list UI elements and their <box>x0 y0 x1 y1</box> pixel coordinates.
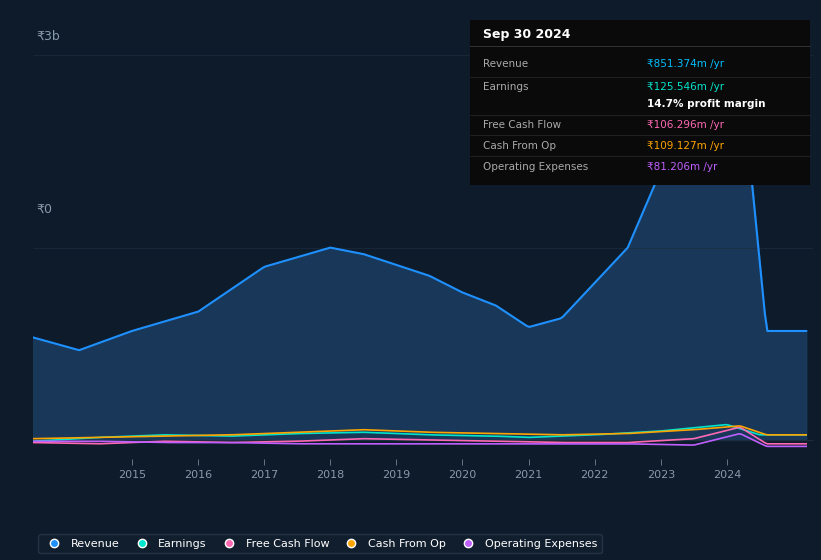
Text: 14.7% profit margin: 14.7% profit margin <box>647 99 765 109</box>
Text: ₹851.374m /yr: ₹851.374m /yr <box>647 59 724 69</box>
Text: ₹3b: ₹3b <box>37 30 61 43</box>
Text: Earnings: Earnings <box>484 82 529 91</box>
Text: ₹0: ₹0 <box>37 203 53 216</box>
Text: Cash From Op: Cash From Op <box>484 141 557 151</box>
Text: ₹125.546m /yr: ₹125.546m /yr <box>647 82 724 91</box>
Text: ₹109.127m /yr: ₹109.127m /yr <box>647 141 724 151</box>
Text: ₹81.206m /yr: ₹81.206m /yr <box>647 162 718 172</box>
Legend: Revenue, Earnings, Free Cash Flow, Cash From Op, Operating Expenses: Revenue, Earnings, Free Cash Flow, Cash … <box>39 534 602 553</box>
Text: ₹106.296m /yr: ₹106.296m /yr <box>647 119 724 129</box>
Text: Sep 30 2024: Sep 30 2024 <box>484 28 571 41</box>
Text: Revenue: Revenue <box>484 59 529 69</box>
Text: Operating Expenses: Operating Expenses <box>484 162 589 172</box>
Text: Free Cash Flow: Free Cash Flow <box>484 119 562 129</box>
